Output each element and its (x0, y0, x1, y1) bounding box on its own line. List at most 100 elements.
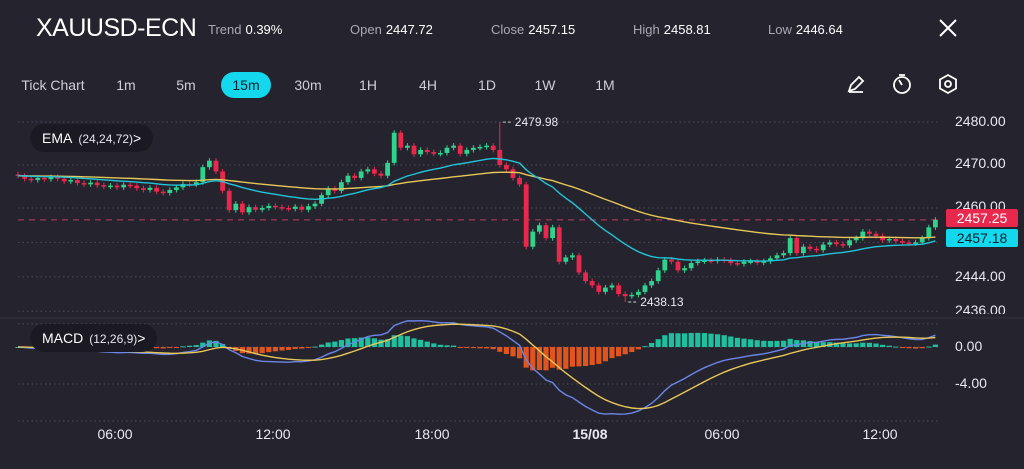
macd-histogram-bar (873, 343, 879, 347)
macd-histogram-bar (596, 347, 602, 364)
tab-1w[interactable]: 1W (534, 77, 556, 93)
timer-icon[interactable] (890, 72, 914, 96)
candle-body (213, 160, 219, 172)
candle-body (913, 242, 918, 244)
candle-body (669, 259, 674, 262)
time-tick: 12:00 (862, 426, 898, 442)
macd-histogram-bar (550, 347, 556, 368)
candle-body (583, 272, 588, 282)
candle-body (682, 268, 687, 271)
macd-histogram-bar (470, 347, 476, 349)
candle-body (233, 203, 239, 211)
macd-histogram-bar (477, 347, 483, 349)
ema-value-badge: 2457.18 (946, 229, 1018, 247)
tab-tick-chart[interactable]: Tick Chart (21, 77, 85, 93)
candle-body (490, 145, 496, 150)
candle-body (662, 259, 668, 271)
macd-histogram-bar (272, 347, 278, 352)
macd-histogram-bar (213, 340, 219, 347)
macd-histogram-bar (629, 347, 635, 353)
candle-body (655, 270, 661, 282)
macd-histogram-bar (886, 345, 892, 347)
candle-body (15, 174, 21, 176)
candle-body (134, 185, 140, 189)
candle-body (768, 258, 773, 262)
candle-body (629, 294, 635, 297)
tab-15m[interactable]: 15m (221, 72, 271, 98)
macd-histogram-bar (688, 332, 694, 347)
macd-histogram-bar (880, 344, 886, 347)
macd-histogram-bar (325, 342, 331, 347)
candle-body (695, 261, 701, 264)
ema-indicator-pill[interactable]: EMA (24,24,72)> (30, 124, 154, 152)
price-tick: 2436.00 (955, 302, 1006, 314)
draw-pencil-icon[interactable] (844, 72, 868, 96)
candle-body (537, 225, 542, 232)
candle-body (411, 145, 417, 155)
close-icon[interactable] (936, 16, 960, 40)
candle-body (853, 238, 859, 241)
macd-histogram-bar (668, 333, 674, 347)
macd-histogram-bar (431, 343, 437, 347)
candle-body (834, 242, 839, 245)
macd-histogram-bar (774, 340, 780, 347)
candle-body (457, 145, 463, 154)
candle-body (840, 244, 846, 246)
time-tick: 15/08 (572, 426, 608, 442)
macd-histogram-bar (305, 347, 311, 348)
macd-histogram-bar (517, 347, 523, 359)
macd-indicator-pill[interactable]: MACD (12,26,9)> (30, 324, 158, 352)
candle-body (358, 171, 364, 178)
tab-4h[interactable]: 4H (419, 77, 437, 93)
candle-body (781, 253, 786, 256)
macd-histogram-bar (866, 342, 872, 347)
candle-body (926, 227, 932, 239)
candle-body (570, 255, 575, 258)
macd-histogram-bar (649, 342, 655, 347)
tab-1h[interactable]: 1H (359, 77, 377, 93)
tab-5m[interactable]: 5m (176, 77, 196, 93)
tab-1d[interactable]: 1D (478, 77, 496, 93)
candle-body (325, 188, 331, 196)
macd-histogram-bar (761, 340, 767, 347)
tab-1m[interactable]: 1m (116, 77, 136, 93)
stat-label: High (633, 22, 660, 37)
ema-params: (24,24,72) (78, 132, 134, 146)
macd-histogram-bar (556, 347, 562, 370)
candle-body (761, 261, 767, 263)
candle-body (88, 182, 93, 185)
candle-body (517, 177, 522, 185)
candle-body (365, 169, 371, 172)
candle-body (774, 255, 780, 259)
macd-histogram-bar (635, 347, 641, 350)
candle-body (543, 225, 549, 239)
macd-histogram-bar (807, 341, 813, 347)
settings-hexagon-icon[interactable] (936, 72, 960, 96)
macd-histogram-bar (457, 347, 463, 348)
candle-body (622, 294, 628, 297)
candle-body (398, 132, 404, 148)
macd-histogram-bar (246, 347, 252, 354)
candle-body (147, 187, 153, 190)
macd-histogram-bar (451, 345, 457, 347)
time-tick: 18:00 (414, 426, 450, 442)
tab-30m[interactable]: 30m (294, 77, 322, 93)
candle-body (405, 145, 410, 148)
time-tick: 12:00 (255, 426, 291, 442)
last-price-badge: 2457.25 (946, 209, 1018, 227)
macd-histogram-bar (398, 335, 404, 347)
macd-params: (12,26,9) (89, 332, 138, 346)
time-tick: 06:00 (704, 426, 740, 442)
macd-histogram-bar (173, 347, 179, 348)
stat-value: 2447.72 (385, 22, 433, 37)
candle-body (312, 203, 318, 207)
stat-label: Trend (208, 22, 242, 37)
candle-body (332, 188, 338, 191)
candle-body (477, 146, 483, 149)
tab-1m-month[interactable]: 1M (595, 77, 615, 93)
candle-body (728, 260, 734, 264)
macd-histogram-bar (932, 344, 938, 347)
candle-body (847, 240, 852, 246)
candle-body (589, 281, 595, 286)
